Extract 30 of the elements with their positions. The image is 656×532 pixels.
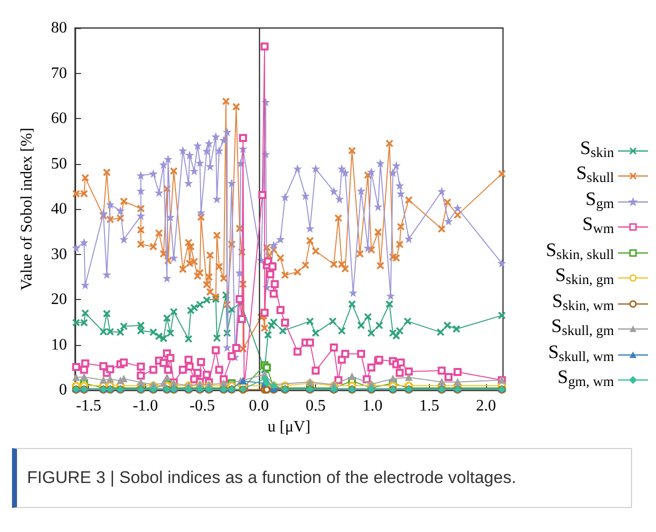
y-tick-label: 0 xyxy=(59,382,67,399)
legend-label: S$_{skull}$ xyxy=(576,163,614,188)
x-tick-label: 2.0 xyxy=(476,398,496,415)
y-tick-label: 80 xyxy=(51,20,67,36)
y-tick-label: 30 xyxy=(51,246,67,263)
y-tick-label: 60 xyxy=(51,110,67,128)
x-tick-label: 1.0 xyxy=(362,398,382,415)
x-tick-label: -1.0 xyxy=(132,398,158,415)
legend-label: S$_{skin, skull}$ xyxy=(546,240,614,265)
x-axis-title: u [μV] xyxy=(268,418,310,436)
legend-label: S$_{gm}$ xyxy=(586,188,614,214)
y-tick-label: 40 xyxy=(51,200,67,218)
y-tick-label: 50 xyxy=(51,155,67,172)
x-tick-label: 0.0 xyxy=(248,398,269,415)
legend-label: S$_{skin, gm}$ xyxy=(555,265,614,290)
legend-label: S$_{gm, wm}$ xyxy=(558,367,614,392)
legend-label: S$_{skin, wm}$ xyxy=(552,290,614,316)
legend-label: S$_{skull, gm}$ xyxy=(551,316,614,342)
x-tick-label: 1.5 xyxy=(419,398,440,415)
y-axis-title: Value of Sobol index [%] xyxy=(18,128,36,290)
legend-label: S$_{skin}$ xyxy=(580,138,614,163)
y-tick-label: 20 xyxy=(51,291,67,308)
legend-label: S$_{wm}$ xyxy=(582,214,614,240)
y-tick-label: 10 xyxy=(51,336,67,354)
x-tick-label: -0.5 xyxy=(189,398,215,415)
caption: FIGURE 3 | Sobol indices as a function of the electrode voltages. xyxy=(27,468,516,488)
y-tick-label: 70 xyxy=(51,64,67,82)
x-tick-label: 0.5 xyxy=(306,398,326,415)
legend-label: S$_{skull, wm}$ xyxy=(548,342,614,367)
x-tick-label: -1.5 xyxy=(76,398,102,415)
